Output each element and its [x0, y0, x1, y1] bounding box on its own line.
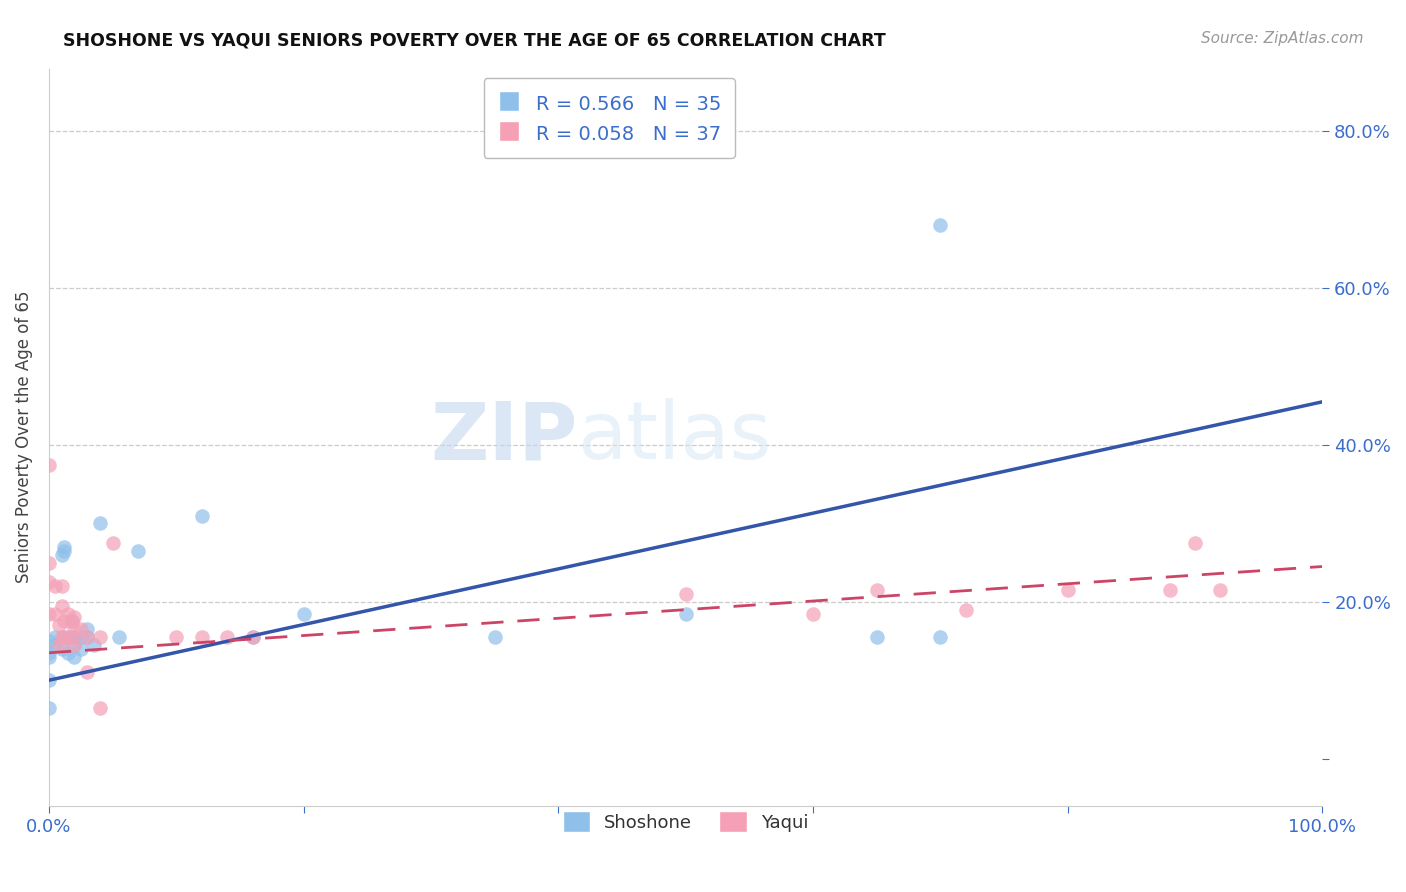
- Point: [191, 508, 214, 523]
- Point: [801, 607, 824, 621]
- Point: [38, 649, 60, 664]
- Point: [56, 630, 79, 644]
- Point: [38, 458, 60, 472]
- Text: Source: ZipAtlas.com: Source: ZipAtlas.com: [1201, 31, 1364, 46]
- Point: [217, 630, 239, 644]
- Point: [60, 630, 83, 644]
- Point: [69, 630, 91, 644]
- Point: [63, 622, 86, 636]
- Y-axis label: Seniors Poverty Over the Age of 65: Seniors Poverty Over the Age of 65: [15, 291, 32, 583]
- Point: [76, 622, 98, 636]
- Text: ZIP: ZIP: [430, 398, 578, 476]
- Point: [89, 700, 111, 714]
- Point: [127, 544, 149, 558]
- Point: [1056, 582, 1078, 597]
- Point: [63, 610, 86, 624]
- Point: [53, 615, 76, 629]
- Point: [38, 634, 60, 648]
- Point: [1184, 536, 1206, 550]
- Point: [53, 630, 76, 644]
- Point: [63, 638, 86, 652]
- Legend: Shoshone, Yaqui: Shoshone, Yaqui: [550, 798, 821, 845]
- Point: [51, 599, 73, 613]
- Point: [1159, 582, 1181, 597]
- Point: [292, 607, 315, 621]
- Point: [44, 579, 66, 593]
- Text: SHOSHONE VS YAQUI SENIORS POVERTY OVER THE AGE OF 65 CORRELATION CHART: SHOSHONE VS YAQUI SENIORS POVERTY OVER T…: [63, 31, 886, 49]
- Point: [76, 665, 98, 680]
- Point: [929, 219, 952, 233]
- Point: [191, 630, 214, 644]
- Point: [51, 630, 73, 644]
- Point: [929, 630, 952, 644]
- Point: [484, 630, 506, 644]
- Point: [48, 618, 70, 632]
- Point: [38, 556, 60, 570]
- Point: [63, 638, 86, 652]
- Point: [242, 630, 264, 644]
- Point: [51, 641, 73, 656]
- Point: [60, 615, 83, 629]
- Point: [53, 540, 76, 554]
- Point: [56, 607, 79, 621]
- Point: [38, 575, 60, 590]
- Point: [866, 630, 889, 644]
- Point: [955, 602, 977, 616]
- Point: [242, 630, 264, 644]
- Point: [63, 630, 86, 644]
- Point: [60, 630, 83, 644]
- Point: [83, 638, 105, 652]
- Point: [38, 607, 60, 621]
- Point: [165, 630, 187, 644]
- Point: [69, 622, 91, 636]
- Point: [76, 630, 98, 644]
- Point: [51, 548, 73, 562]
- Point: [69, 641, 91, 656]
- Point: [44, 638, 66, 652]
- Point: [51, 579, 73, 593]
- Point: [63, 649, 86, 664]
- Point: [38, 673, 60, 688]
- Point: [56, 646, 79, 660]
- Point: [44, 607, 66, 621]
- Point: [675, 607, 697, 621]
- Point: [89, 516, 111, 531]
- Point: [60, 615, 83, 629]
- Point: [44, 630, 66, 644]
- Text: atlas: atlas: [578, 398, 772, 476]
- Point: [866, 582, 889, 597]
- Point: [48, 638, 70, 652]
- Point: [675, 587, 697, 601]
- Point: [53, 544, 76, 558]
- Point: [76, 630, 98, 644]
- Point: [51, 630, 73, 644]
- Point: [108, 630, 131, 644]
- Point: [38, 646, 60, 660]
- Point: [101, 536, 124, 550]
- Point: [89, 630, 111, 644]
- Point: [1209, 582, 1232, 597]
- Point: [38, 700, 60, 714]
